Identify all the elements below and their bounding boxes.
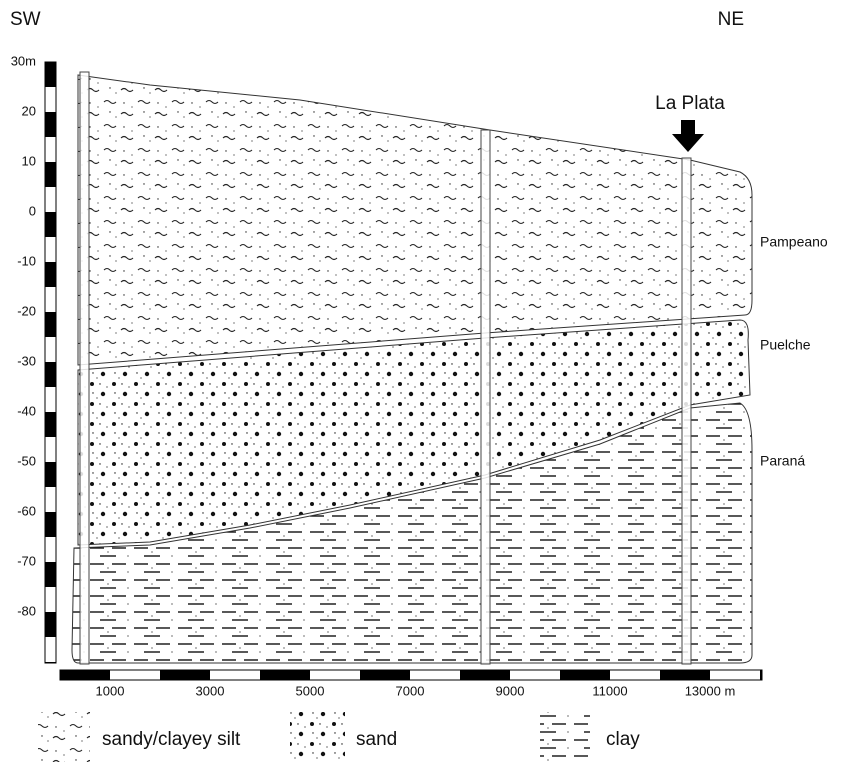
legend-swatch	[38, 712, 90, 762]
site-label: La Plata	[655, 93, 725, 114]
depth-bar-block	[45, 462, 56, 487]
distance-label: 13000 m	[685, 683, 736, 698]
depth-label: -10	[17, 253, 36, 268]
distance-bar-block	[60, 670, 110, 680]
silt-layer	[78, 75, 752, 365]
depth-label: -80	[17, 603, 36, 618]
layer-label: Puelche	[760, 337, 811, 353]
depth-bar-block	[45, 362, 56, 387]
borehole	[682, 158, 691, 664]
legend-swatch	[290, 712, 345, 762]
distance-label: 3000	[196, 683, 225, 698]
layer-label: Pampeano	[760, 234, 828, 250]
depth-bar-block	[45, 112, 56, 137]
layer-label: Paraná	[760, 453, 805, 469]
distance-label: 1000	[96, 683, 125, 698]
depth-bar-block	[45, 512, 56, 537]
distance-bar-block	[560, 670, 610, 680]
depth-bar-block	[45, 212, 56, 237]
distance-bar-block	[260, 670, 310, 680]
depth-label: 30m	[11, 53, 36, 68]
depth-bar-block	[45, 62, 56, 87]
depth-label: -70	[17, 553, 36, 568]
heading-left: SW	[10, 9, 41, 30]
depth-bar-block	[45, 162, 56, 187]
distance-bar-block	[760, 670, 762, 680]
legend-label: clay	[606, 729, 640, 750]
distance-bar-block	[160, 670, 210, 680]
heading-right: NE	[718, 9, 744, 30]
distance-label: 11000	[592, 683, 627, 698]
distance-bar-block	[360, 670, 410, 680]
distance-bar-block	[660, 670, 710, 680]
depth-bar-block	[45, 312, 56, 337]
depth-label: -30	[17, 353, 36, 368]
depth-label: 20	[22, 103, 36, 118]
legend-label: sand	[356, 729, 397, 750]
depth-bar-block	[45, 262, 56, 287]
legend-swatch	[540, 712, 590, 762]
depth-label: -50	[17, 453, 36, 468]
depth-bar-block	[45, 662, 56, 663]
depth-bar-block	[45, 562, 56, 587]
borehole	[481, 130, 490, 664]
borehole	[80, 72, 89, 664]
legend-label: sandy/clayey silt	[102, 729, 241, 750]
depth-bar-block	[45, 412, 56, 437]
site-arrow	[672, 120, 704, 152]
depth-label: -60	[17, 503, 36, 518]
cross-section: La Plata SW NE Pampeano Puelche Paraná s…	[0, 0, 844, 765]
depth-bar-block	[45, 612, 56, 637]
depth-label: 0	[29, 203, 36, 218]
distance-bar-block	[460, 670, 510, 680]
distance-label: 9000	[496, 683, 525, 698]
distance-label: 7000	[396, 683, 425, 698]
depth-label: -20	[17, 303, 36, 318]
distance-label: 5000	[296, 683, 325, 698]
depth-label: -40	[17, 403, 36, 418]
depth-label: 10	[22, 153, 36, 168]
